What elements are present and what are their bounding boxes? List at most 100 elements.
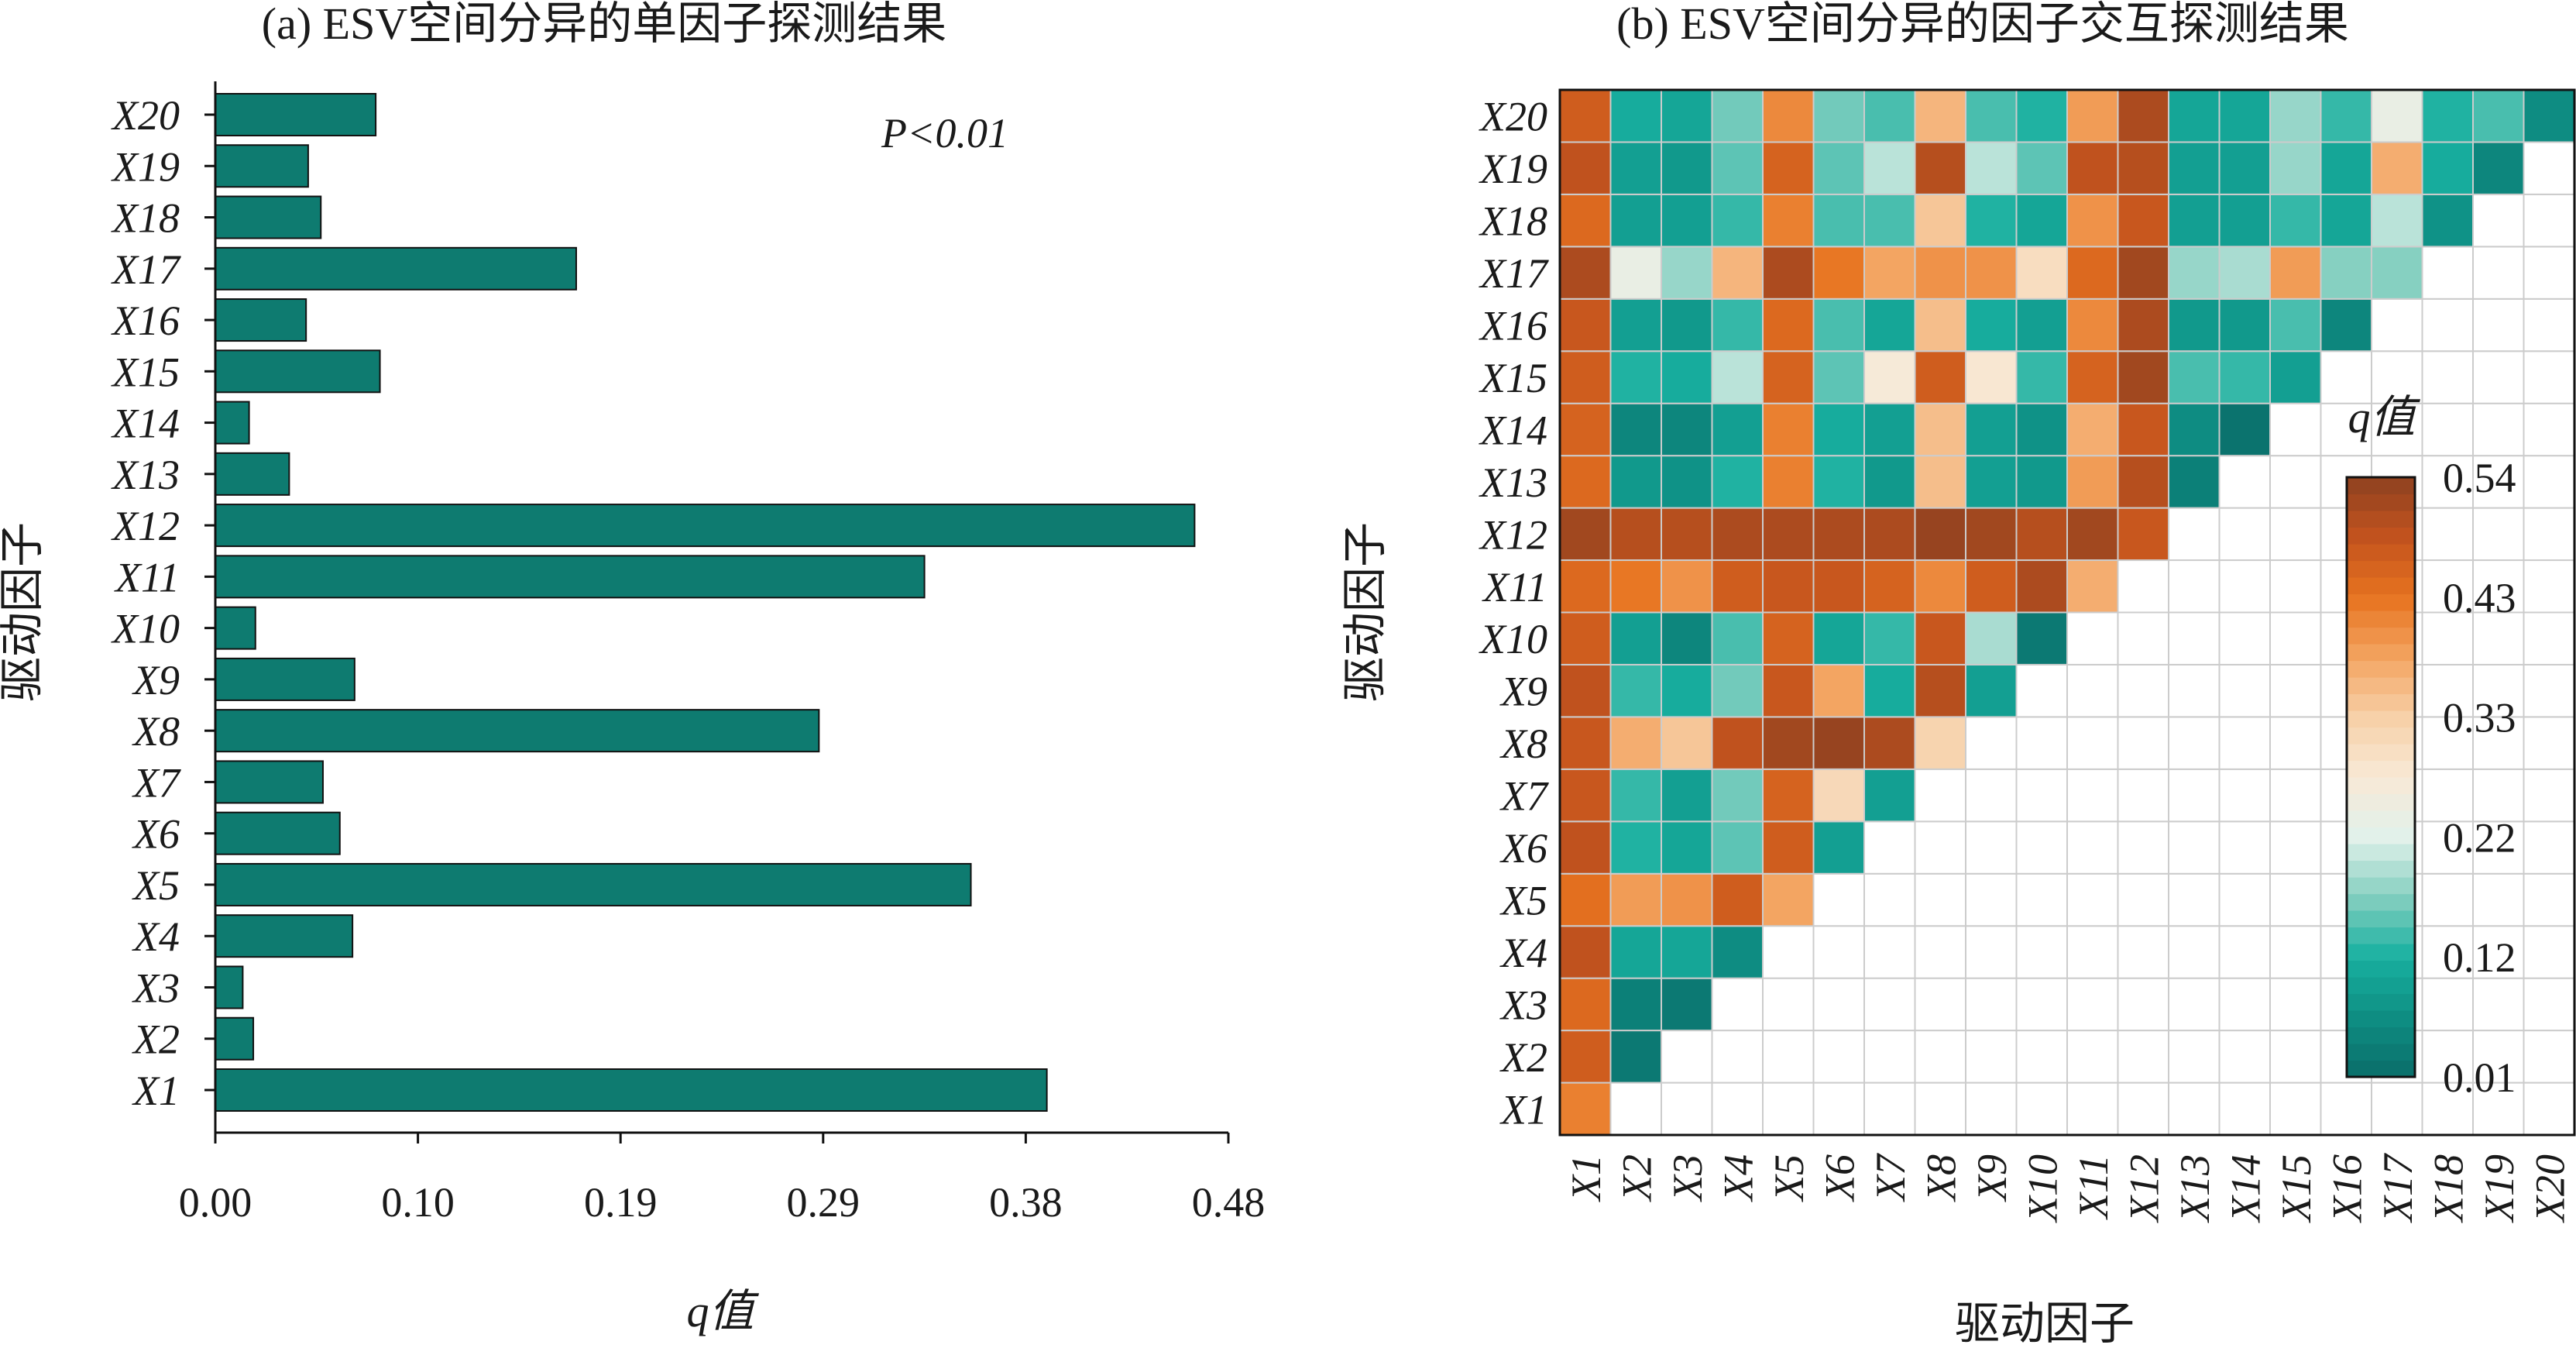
bar-x4 (215, 914, 354, 958)
cell-x4-x2 (1609, 925, 1662, 979)
cell-x15-x1 (1559, 350, 1612, 404)
cell-x14-x8 (1914, 402, 1966, 457)
cell-x15-x15 (2269, 350, 2322, 404)
heatmap-y-label-x12: X12 (1479, 511, 1547, 558)
empty-cell (2117, 1030, 2169, 1084)
empty-cell (2168, 559, 2221, 614)
cell-x14-x13 (2168, 402, 2221, 457)
cell-x5-x4 (1711, 872, 1764, 927)
empty-cell (2421, 820, 2474, 875)
colorbar-band (2347, 660, 2415, 678)
cell-x20-x14 (2218, 89, 2271, 143)
bar-label-x3: X3 (132, 965, 180, 1011)
significance-annotation: P<0.01 (881, 110, 1008, 156)
cell-x20-x9 (1965, 89, 2018, 143)
cell-x11-x4 (1711, 559, 1764, 614)
cell-x1-x1 (1559, 1082, 1612, 1137)
empty-cell (2421, 663, 2474, 718)
cell-x20-x11 (2066, 89, 2119, 143)
cell-x12-x10 (2015, 507, 2068, 562)
empty-cell (2218, 925, 2271, 979)
cell-x12-x11 (2066, 507, 2119, 562)
empty-cell (2168, 820, 2221, 875)
colorbar-band (2347, 477, 2415, 495)
empty-cell (2269, 402, 2322, 457)
bar-x-axis-label: q值 (686, 1286, 759, 1336)
empty-cell (2117, 663, 2169, 718)
empty-cell (1914, 820, 1966, 875)
cell-x20-x3 (1661, 89, 1713, 143)
cell-x18-x1 (1559, 193, 1612, 248)
heatmap-x-label-x6: X6 (1816, 1154, 1863, 1202)
cell-x12-x9 (1965, 507, 2018, 562)
cell-x18-x16 (2320, 193, 2372, 248)
empty-cell (2269, 872, 2322, 927)
bar-label-x12: X12 (111, 503, 180, 549)
cell-x14-x12 (2117, 402, 2169, 457)
heatmap-x-label-x20: X20 (2526, 1154, 2573, 1223)
colorbar-band (2347, 1044, 2415, 1061)
bar-x20 (215, 93, 377, 136)
cell-x19-x18 (2421, 141, 2474, 195)
cell-x5-x3 (1661, 872, 1713, 927)
empty-cell (2015, 716, 2068, 770)
empty-cell (2421, 507, 2474, 562)
empty-cell (2117, 1082, 2169, 1137)
cell-x16-x8 (1914, 297, 1966, 353)
empty-cell (2218, 507, 2271, 562)
empty-cell (2523, 768, 2575, 823)
empty-cell (2523, 611, 2575, 665)
empty-cell (1914, 977, 1966, 1032)
empty-cell (2523, 977, 2575, 1032)
colorbar-band (2347, 1027, 2415, 1044)
heatmap-x-label-x10: X10 (2019, 1154, 2066, 1223)
empty-cell (2472, 611, 2525, 665)
cell-x12-x3 (1661, 507, 1713, 562)
cell-x11-x10 (2015, 559, 2068, 614)
cell-x16-x2 (1609, 297, 1662, 353)
cell-x18-x10 (2015, 193, 2068, 248)
empty-cell (2218, 872, 2271, 927)
cell-x17-x8 (1914, 246, 1966, 300)
empty-cell (2523, 193, 2575, 248)
colorbar-frame (2345, 476, 2416, 1078)
cell-x13-x3 (1661, 455, 1713, 509)
empty-cell (2523, 925, 2575, 979)
cell-x6-x2 (1609, 820, 1662, 875)
cell-x10-x6 (1812, 611, 1865, 665)
empty-cell (2320, 1082, 2372, 1137)
bar-label-x7: X7 (132, 759, 181, 806)
cell-x10-x1 (1559, 611, 1612, 665)
bar-y-tick-labels: X1X2X3X4X5X6X7X8X9X10X11X12X13X14X15X16X… (111, 92, 215, 1114)
cell-x15-x2 (1609, 350, 1662, 404)
cell-x18-x14 (2218, 193, 2271, 248)
bar-x8 (215, 709, 820, 753)
empty-cell (2168, 977, 2221, 1032)
cell-x16-x11 (2066, 297, 2119, 353)
cell-x8-x8 (1914, 716, 1966, 770)
heatmap-x-axis-label: 驱动因子 (1955, 1298, 2135, 1349)
empty-cell (2117, 820, 2169, 875)
empty-cell (2421, 297, 2474, 353)
heatmap-y-label-x16: X16 (1479, 303, 1547, 349)
heatmap-y-label-x18: X18 (1479, 198, 1547, 245)
empty-cell (1661, 1082, 1713, 1137)
cell-x16-x5 (1762, 297, 1815, 353)
bar-label-x16: X16 (111, 297, 180, 344)
cell-x20-x15 (2269, 89, 2322, 143)
cell-x14-x14 (2218, 402, 2271, 457)
cell-x4-x3 (1661, 925, 1713, 979)
cell-x17-x11 (2066, 246, 2119, 300)
cell-x14-x1 (1559, 402, 1612, 457)
cell-x17-x9 (1965, 246, 2018, 300)
cell-x18-x11 (2066, 193, 2119, 248)
colorbar-band (2347, 877, 2415, 895)
cell-x14-x11 (2066, 402, 2119, 457)
empty-cell (2218, 559, 2271, 614)
cell-x3-x2 (1609, 977, 1662, 1032)
cell-x15-x5 (1762, 350, 1815, 404)
colorbar-band (2347, 693, 2415, 711)
empty-cell (1812, 1082, 1865, 1137)
bar-label-x18: X18 (111, 195, 180, 242)
heatmap-x-label-x13: X13 (2172, 1154, 2218, 1223)
